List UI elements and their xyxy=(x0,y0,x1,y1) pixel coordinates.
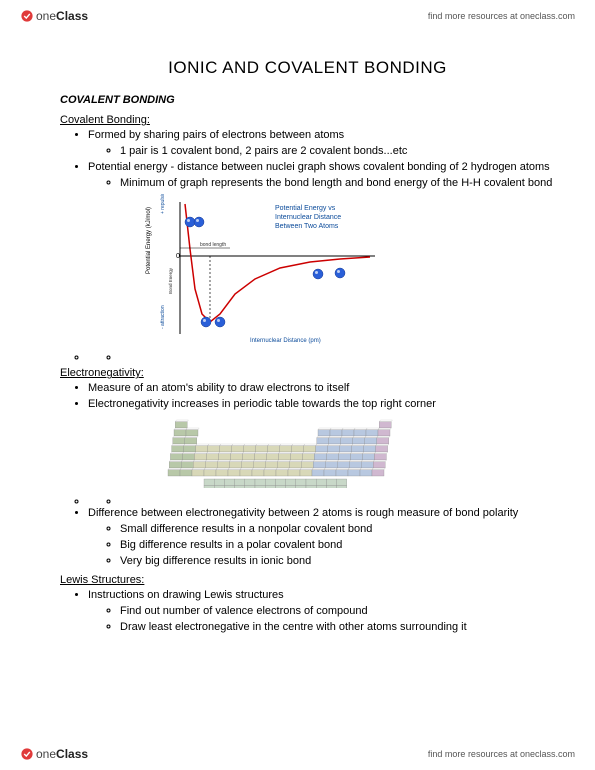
section-heading: COVALENT BONDING xyxy=(60,94,555,106)
list-item: Difference between electronegativity bet… xyxy=(88,506,555,568)
document-body: IONIC AND COVALENT BONDING COVALENT BOND… xyxy=(60,40,555,730)
svg-text:Potential Energy vs: Potential Energy vs xyxy=(275,205,336,212)
subheading-electronegativity: Electronegativity: xyxy=(60,367,555,379)
svg-text:- attraction: - attraction xyxy=(160,306,166,330)
svg-text:Between Two Atoms: Between Two Atoms xyxy=(275,223,339,230)
list-item: Measure of an atom's ability to draw ele… xyxy=(88,381,555,396)
list-item: Find out number of valence electrons of … xyxy=(120,604,555,619)
potential-energy-chart: 0 bond length Potential Energy (kJ/mol) + r… xyxy=(140,194,555,347)
list-item xyxy=(88,351,555,361)
svg-text:bond length: bond length xyxy=(200,242,226,248)
logo: oneClass xyxy=(20,747,88,761)
logo-text: oneClass xyxy=(36,747,88,761)
list-item: Minimum of graph represents the bond len… xyxy=(120,176,555,191)
list-item: Very big difference results in ionic bon… xyxy=(120,554,555,569)
periodic-svg xyxy=(160,416,420,488)
list-item: Big difference results in a polar covale… xyxy=(120,538,555,553)
bullet-list: Instructions on drawing Lewis structures… xyxy=(60,588,555,635)
svg-text:0: 0 xyxy=(176,253,180,260)
svg-text:Internuclear Distance (pm): Internuclear Distance (pm) xyxy=(250,338,321,344)
list-item: Instructions on drawing Lewis structures… xyxy=(88,588,555,635)
periodic-table xyxy=(160,416,555,491)
chart-svg: 0 bond length Potential Energy (kJ/mol) + r… xyxy=(140,194,400,344)
list-item: Electronegativity increases in periodic … xyxy=(88,397,555,412)
list-item: 1 pair is 1 covalent bond, 2 pairs are 2… xyxy=(120,144,555,159)
svg-text:Potential Energy (kJ/mol): Potential Energy (kJ/mol) xyxy=(146,207,152,274)
list-item: Draw least electronegative in the centre… xyxy=(120,620,555,635)
bullet-list: Formed by sharing pairs of electrons bet… xyxy=(60,128,555,190)
page-footer: oneClass find more resources at oneclass… xyxy=(0,742,595,766)
subheading-lewis: Lewis Structures: xyxy=(60,574,555,586)
page-title: IONIC AND COVALENT BONDING xyxy=(60,58,555,78)
logo-text: oneClass xyxy=(36,9,88,23)
list-item xyxy=(120,495,555,505)
list-item xyxy=(88,495,555,505)
svg-text:Internuclear Distance: Internuclear Distance xyxy=(275,214,341,221)
subheading-covalent: Covalent Bonding: xyxy=(60,114,555,126)
bullet-list: Measure of an atom's ability to draw ele… xyxy=(60,381,555,412)
list-item: Formed by sharing pairs of electrons bet… xyxy=(88,128,555,159)
page-header: oneClass find more resources at oneclass… xyxy=(0,4,595,28)
resources-link-top[interactable]: find more resources at oneclass.com xyxy=(428,11,575,21)
svg-text:+ repulsion: + repulsion xyxy=(160,194,166,214)
bullet-list xyxy=(60,351,555,361)
logo-icon xyxy=(20,9,34,23)
list-item: Potential energy - distance between nucl… xyxy=(88,160,555,191)
logo: oneClass xyxy=(20,9,88,23)
resources-link-bottom[interactable]: find more resources at oneclass.com xyxy=(428,749,575,759)
bullet-list: Difference between electronegativity bet… xyxy=(60,495,555,568)
svg-text:Bond Energy: Bond Energy xyxy=(168,268,173,295)
logo-icon xyxy=(20,747,34,761)
list-item: Small difference results in a nonpolar c… xyxy=(120,522,555,537)
list-item xyxy=(120,351,555,361)
